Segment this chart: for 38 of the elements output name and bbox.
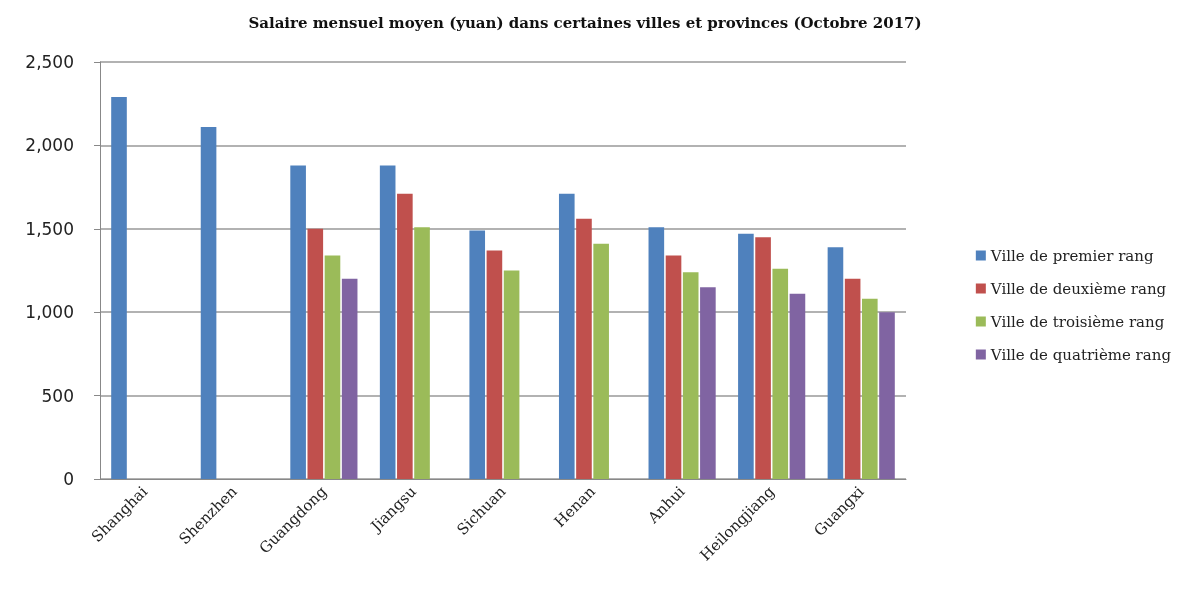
bar [665, 255, 682, 479]
bar [558, 193, 575, 479]
bar [290, 165, 306, 479]
bar [576, 218, 592, 479]
y-tick-label: 0 [63, 469, 74, 489]
bar [397, 193, 413, 479]
legend-label: Ville de quatrième rang [989, 345, 1172, 364]
bar [700, 287, 716, 479]
legend-label: Ville de troisième rang [989, 312, 1165, 331]
y-tick-label: 500 [41, 385, 74, 406]
bar [341, 278, 358, 479]
bar [772, 268, 789, 479]
bar [593, 243, 609, 479]
bar [682, 272, 699, 479]
bar [879, 312, 895, 479]
y-tick-label: 1,000 [25, 302, 74, 323]
y-tick-label: 2,000 [25, 135, 74, 156]
y-tick-label: 2,500 [25, 52, 74, 72]
bar [844, 278, 861, 479]
bar [789, 293, 806, 479]
bar [379, 165, 396, 479]
legend-label: Ville de deuxième rang [989, 279, 1167, 298]
bar [111, 97, 127, 479]
bar [200, 127, 217, 479]
bar [648, 227, 665, 479]
bar [827, 247, 844, 479]
bar [324, 255, 341, 479]
bar [414, 227, 430, 479]
bar [755, 237, 771, 479]
y-tick-label: 1,500 [25, 218, 74, 239]
bar [862, 298, 878, 479]
bar [503, 270, 520, 479]
legend-label: Ville de premier rang [989, 246, 1154, 265]
bar [486, 250, 503, 479]
bar [469, 230, 486, 479]
chart-title: Salaire mensuel moyen (yuan) dans certaines villes et provinces (Octobre 2017) [248, 13, 922, 32]
bar [307, 228, 324, 479]
bar [738, 233, 754, 479]
